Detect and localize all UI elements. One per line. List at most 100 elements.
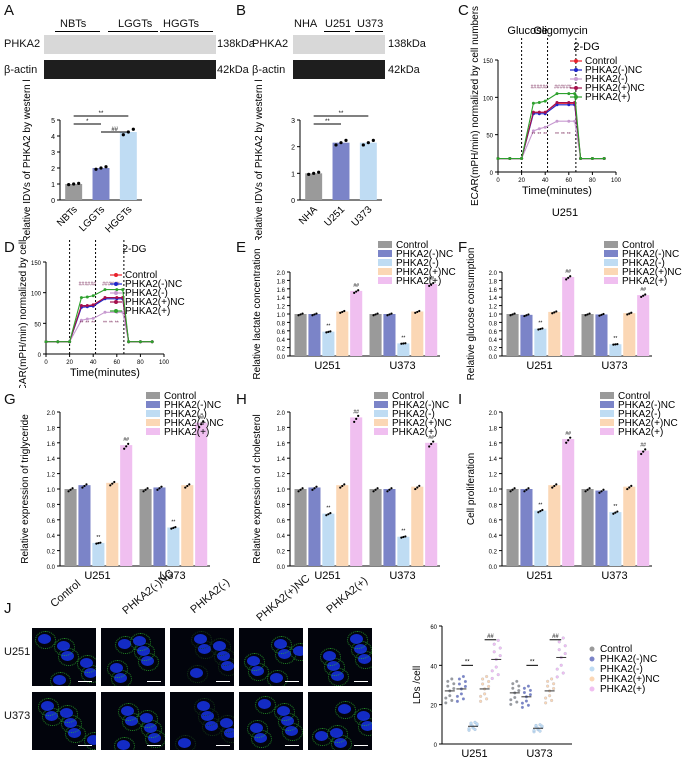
data-point (125, 445, 128, 448)
y-axis-label: ECAR(mPH/min) normalized by cell numbers (470, 6, 481, 206)
data-point (402, 535, 405, 539)
bar (92, 542, 105, 566)
bar (397, 536, 410, 566)
data-point (374, 313, 377, 316)
legend-marker (114, 291, 118, 295)
data-point (498, 646, 502, 650)
data-point (72, 182, 76, 186)
data-point (614, 511, 617, 514)
legend-label: PHKA2(-) (618, 409, 661, 420)
x-tick-label: LGGTs (77, 204, 107, 234)
x-axis-label: Time(minutes) (70, 367, 140, 379)
data-point (142, 490, 145, 493)
data-point (418, 309, 421, 313)
data-point (357, 289, 360, 292)
legend-swatch (374, 392, 388, 399)
data-point (311, 488, 314, 491)
sig-mark: ** (326, 324, 330, 330)
x-tick-label: 100 (159, 360, 170, 366)
legend-label: PHKA2(+) (585, 92, 630, 103)
bar (520, 489, 533, 566)
series-point (79, 318, 83, 322)
data-point (463, 684, 467, 688)
y-tick-label: 4 (51, 134, 55, 141)
data-point (469, 721, 473, 725)
data-point (430, 442, 433, 446)
y-tick-label: 0 (38, 353, 42, 359)
data-point (170, 527, 173, 530)
data-point (339, 486, 342, 489)
data-point (432, 281, 435, 285)
data-point (527, 487, 530, 490)
y-tick-label: 1.4 (277, 296, 286, 302)
y-tick-label: 1.0 (489, 313, 498, 319)
y-tick-label: 1.2 (47, 473, 56, 479)
data-point (509, 702, 513, 706)
y-tick-label: 40 (430, 664, 437, 670)
data-point (386, 490, 389, 493)
data-point (496, 673, 500, 677)
data-point (541, 327, 544, 330)
y-tick-label: 1.8 (489, 279, 498, 285)
legend-swatch (600, 410, 614, 417)
data-point (513, 312, 516, 315)
data-point (479, 694, 483, 698)
sig-mark: ## (428, 276, 434, 282)
series-line (498, 102, 605, 160)
data-point (109, 484, 112, 487)
series-point (520, 157, 524, 161)
oligomycin-label: Oligomycin (84, 238, 133, 239)
data-point (188, 483, 191, 486)
sig-mark: ** (567, 132, 571, 138)
blot-a-protein: PHKA2 (4, 38, 41, 50)
data-point (311, 314, 314, 317)
data-point (515, 700, 519, 704)
y-tick-label: 0.6 (47, 519, 56, 525)
legend-swatch (600, 428, 614, 435)
data-point (376, 487, 379, 490)
data-point (520, 701, 524, 705)
data-point (644, 293, 647, 296)
data-point (553, 484, 556, 488)
data-point (99, 541, 102, 544)
micrograph-tile (308, 692, 372, 750)
legend-marker (574, 77, 578, 81)
bar (119, 132, 137, 200)
y-tick-label: 20 (430, 704, 437, 710)
legend-label: PHKA2(+)NC (125, 297, 185, 308)
chart-g: 0.0 0.2 0.4 0.6 0.8 1.0 1.2 1.4 1.6 1.8 2.0 Relativ… (20, 391, 224, 582)
x-tick-label: U373 (601, 360, 627, 372)
legend-swatch (146, 392, 160, 399)
sig-mark: ## (85, 281, 91, 287)
legend-swatch (600, 419, 614, 426)
chart-b: 0 1 2 3 Relative IDVs of PHKA2 by western bl… (254, 80, 382, 240)
data-point (492, 650, 496, 654)
legend-marker (589, 676, 595, 682)
y-axis-label: LDs /cell (412, 666, 423, 704)
data-point (494, 665, 498, 669)
legend-label: Control (618, 391, 650, 402)
blot-b-band-phka2 (293, 35, 385, 54)
legend-marker (589, 666, 595, 672)
sig-mark: ** (465, 659, 470, 665)
series-point (85, 317, 89, 321)
sig-mark: ## (552, 634, 559, 640)
bar (181, 485, 194, 566)
series-point (103, 288, 107, 292)
x-tick-label: U373 (350, 204, 375, 229)
sig-mark: ** (401, 529, 405, 535)
y-tick-label: 0.6 (489, 519, 498, 525)
panel-label-c: C (458, 2, 469, 19)
y-tick-label: 0.4 (489, 534, 498, 540)
data-point (158, 487, 161, 490)
data-point (523, 314, 526, 318)
data-point (372, 314, 375, 317)
data-point (555, 310, 558, 313)
data-point (588, 312, 591, 315)
data-point (565, 278, 568, 281)
data-point (299, 313, 302, 316)
sig-mark: ## (198, 415, 204, 421)
data-point (353, 291, 356, 294)
series-point (115, 296, 119, 300)
data-point (339, 311, 342, 314)
